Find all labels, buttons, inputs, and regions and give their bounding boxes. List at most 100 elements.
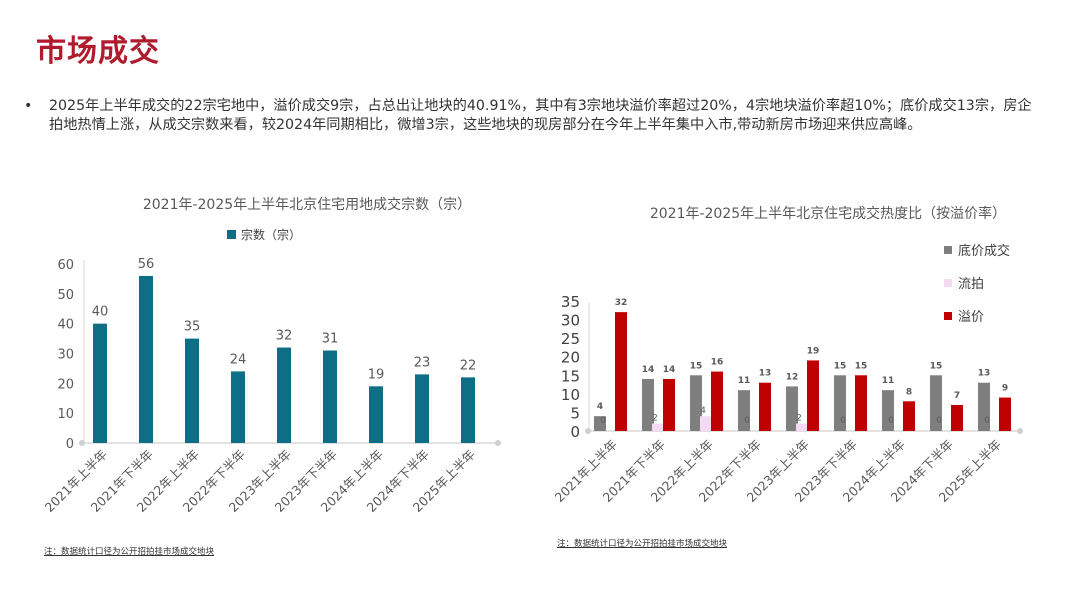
data-label: 0 [744,416,750,426]
y-tick-label: 0 [570,423,580,441]
data-label: 32 [276,329,293,344]
y-tick-label: 20 [57,377,74,392]
x-tick-label: 2023年上半年 [744,437,812,505]
legend-swatch [944,312,952,320]
bar [796,423,808,431]
bar [807,360,819,431]
note-right: 注：数据统计口径为公开招拍挂市场成交地块 [557,539,728,549]
bar [642,379,654,431]
bar [951,405,963,431]
data-label: 31 [322,332,339,347]
axis-dot [1017,428,1023,434]
y-tick-label: 30 [57,348,74,363]
y-tick-label: 15 [561,367,580,385]
x-tick-label: 2023年下半年 [792,437,860,505]
chart-transactions-count: 2021年-2025年上半年北京住宅用地成交宗数（宗） 宗数（宗） 0 10 20 30 4… [42,196,501,515]
y-tick-label: 0 [66,437,74,452]
data-label: 4 [597,402,603,412]
bar [369,386,383,443]
data-label: 8 [906,387,912,397]
x-tick-label: 2022年上半年 [648,437,716,505]
bar [663,379,675,431]
chart-title: 2021年-2025年上半年北京住宅成交热度比（按溢价率） [650,205,1006,222]
data-label: 24 [230,352,247,367]
legend-label: 底价成交 [958,243,1010,259]
y-tick-label: 20 [561,349,580,367]
bar [93,323,107,443]
page-title: 市场成交 [36,34,160,69]
data-label: 16 [711,358,724,368]
bar [711,371,723,431]
data-label: 9 [1002,384,1008,394]
bar [615,312,627,431]
legend-swatch [944,246,952,254]
bar [903,401,915,431]
bar [834,375,846,431]
data-label: 23 [414,355,431,370]
legend-swatch [944,279,952,287]
data-label: 11 [738,376,751,386]
bar [882,390,894,431]
bar [786,386,798,431]
bar [652,423,664,431]
summary-text: 2025年上半年成交的22宗宅地中，溢价成交9宗，占总出让地块的40.91%，其… [49,98,1032,133]
y-tick-label: 5 [570,404,580,422]
y-tick-label: 25 [561,330,580,348]
data-label: 14 [663,365,676,375]
data-label: 19 [368,367,385,382]
legend-label: 流拍 [958,277,984,292]
data-label: 4 [700,406,706,416]
data-label: 40 [92,305,109,320]
data-label: 15 [834,361,847,371]
bar [700,416,712,431]
data-label: 56 [138,257,155,272]
bar [461,377,475,443]
data-label: 32 [615,298,628,308]
bar [231,371,245,443]
data-label: 2 [652,414,658,424]
data-label: 14 [642,365,655,375]
y-tick-label: 10 [561,386,580,404]
legend-label: 溢价 [958,310,984,325]
y-tick-label: 35 [561,293,580,311]
data-label: 15 [930,361,943,371]
data-label: 22 [460,358,477,373]
data-label: 13 [759,369,772,379]
data-label: 0 [600,416,606,426]
data-label: 11 [882,376,895,386]
y-tick-label: 30 [561,312,580,330]
x-tick-label: 2024年上半年 [840,437,908,505]
data-label: 12 [786,372,799,382]
data-label: 0 [888,416,894,426]
y-tick-label: 50 [57,288,74,303]
x-tick-label: 2021年下半年 [600,437,668,505]
bar [978,382,990,431]
bar [855,375,867,431]
bar [277,347,291,443]
axis-dot [79,440,85,446]
bar [930,375,942,431]
note-left: 注：数据统计口径为公开招拍挂市场成交地块 [44,547,215,557]
x-tick-label: 2021年上半年 [552,437,620,505]
bar [594,416,606,431]
legend-label: 宗数（宗） [241,227,301,242]
axis-dot [495,440,501,446]
x-tick-label: 2022年下半年 [696,437,764,505]
data-label: 2 [796,414,802,424]
data-label: 35 [184,320,201,335]
data-label: 15 [855,361,868,371]
data-label: 0 [936,416,942,426]
bar [185,338,199,443]
data-label: 19 [807,346,820,356]
bar [999,397,1011,431]
x-tick-label: 2025年上半年 [936,437,1004,505]
bar [415,374,429,443]
bar [323,350,337,443]
x-tick-label: 2024年下半年 [888,437,956,505]
data-label: 0 [984,416,990,426]
data-label: 7 [954,391,960,401]
legend-swatch [227,230,236,239]
y-tick-label: 40 [57,318,74,333]
bar [759,382,771,431]
data-label: 0 [840,416,846,426]
